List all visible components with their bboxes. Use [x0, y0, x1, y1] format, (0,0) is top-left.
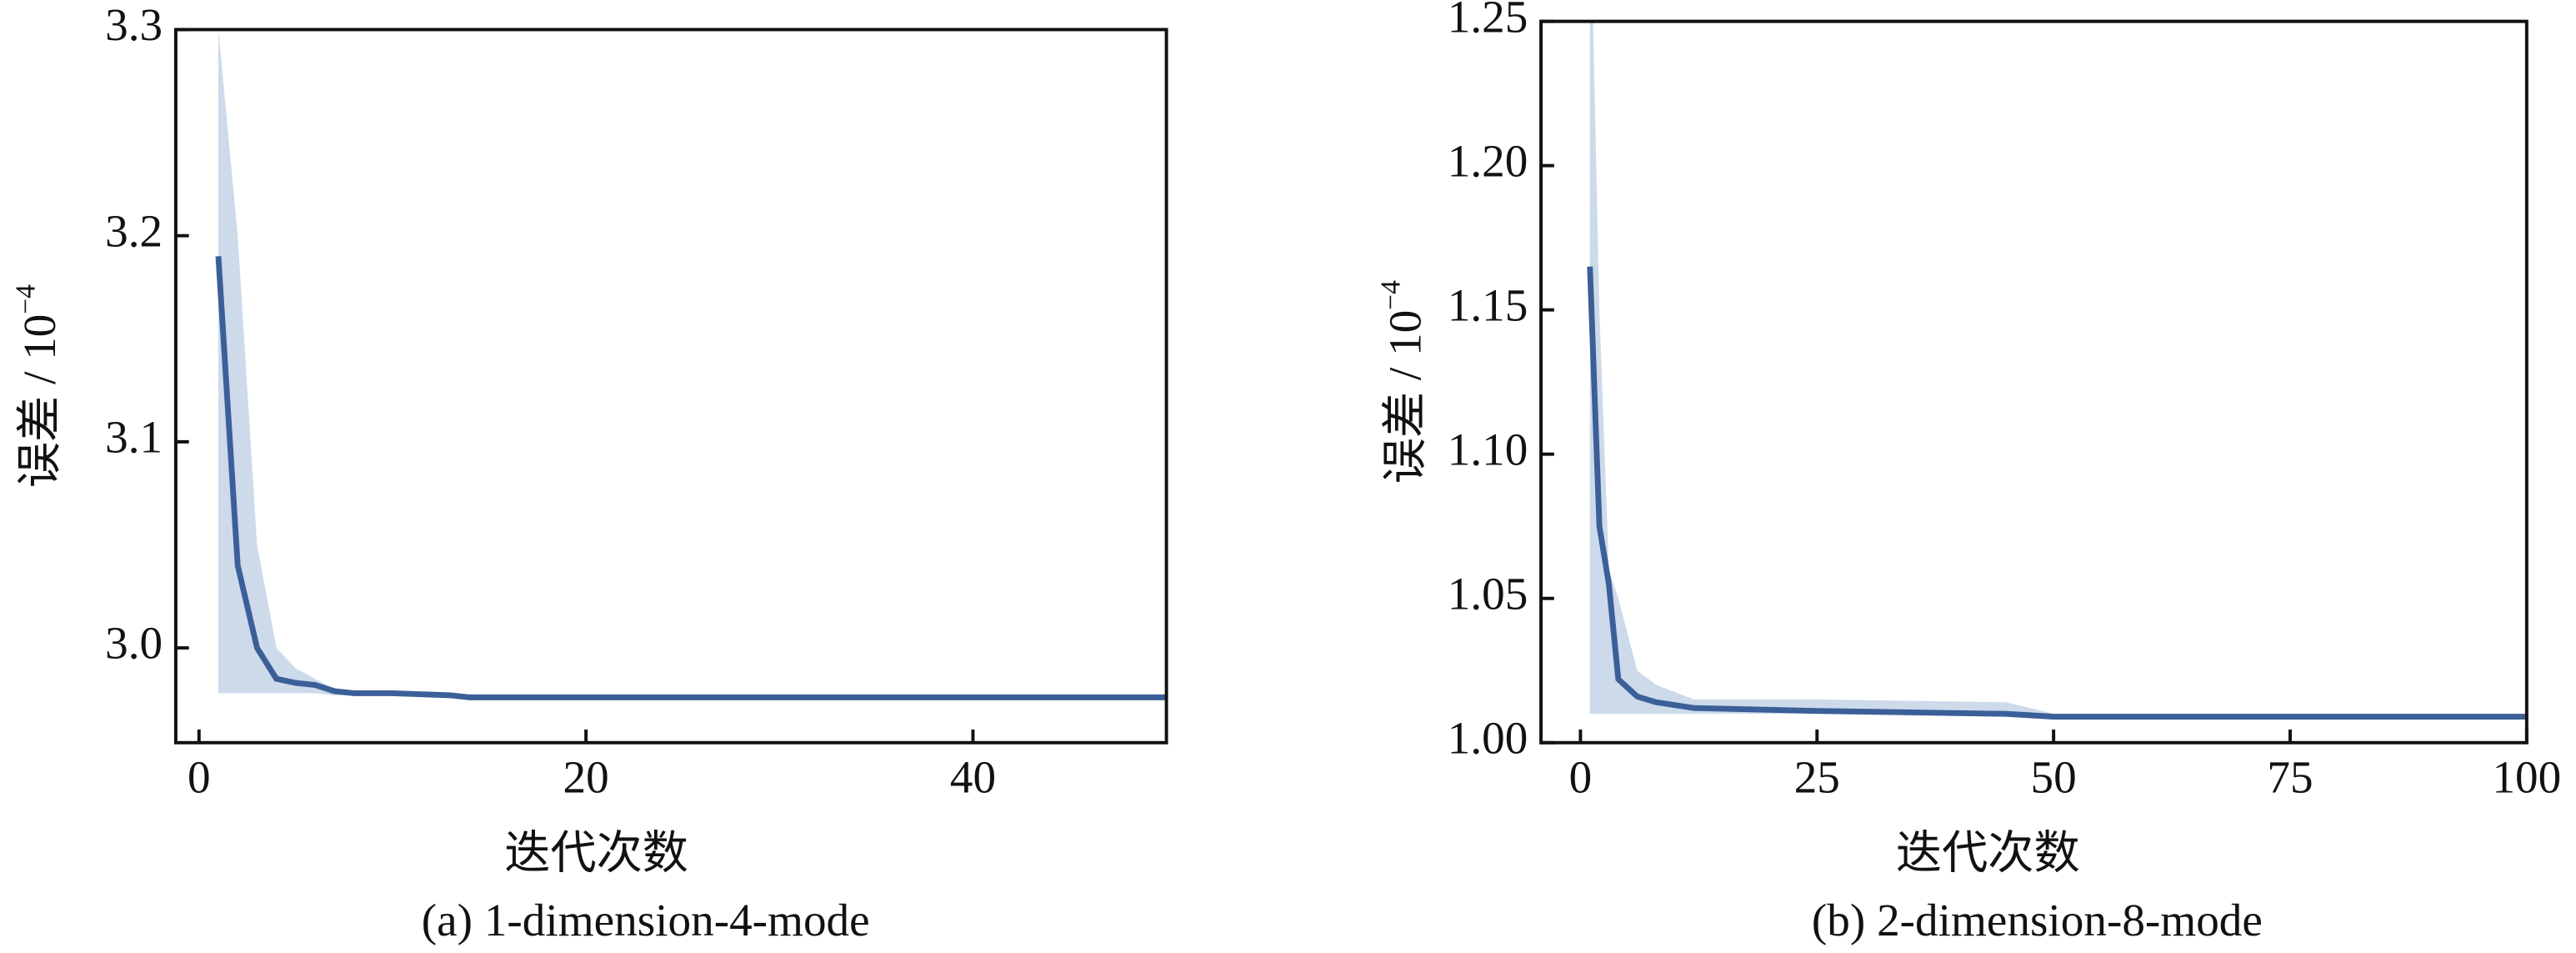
confidence-band: [1589, 21, 2527, 720]
x-tick-label: 0: [188, 752, 211, 803]
x-axis-label: 迭代次数: [504, 827, 688, 878]
y-axis-label-exponent: −4: [10, 284, 41, 314]
x-tick-label: 25: [1794, 752, 1840, 803]
y-axis-label-main: 误差 / 10: [14, 314, 65, 488]
y-axis-label-main: 误差 / 10: [1379, 310, 1430, 484]
x-tick-label: 75: [2267, 752, 2313, 803]
mean-line: [215, 256, 1167, 700]
y-tick-label: 3.0: [105, 618, 163, 669]
y-axis-label: 误差 / 10−4: [10, 284, 65, 488]
y-tick-label: 3.1: [105, 412, 163, 463]
y-axis-label-text: 误差 / 10−4: [10, 284, 65, 488]
y-tick-label: 1.15: [1448, 279, 1528, 330]
plot-frame: [1539, 19, 2528, 745]
caption: (b) 2-dimension-8-mode: [1812, 895, 2263, 945]
caption: (a) 1-dimension-4-mode: [422, 895, 870, 945]
plot-frame: [173, 28, 1168, 745]
y-axis-label-text: 误差 / 10−4: [1375, 280, 1430, 484]
plot-area: [215, 29, 1167, 700]
y-axis-label-exponent: −4: [1375, 280, 1406, 310]
x-axis-label: 迭代次数: [1896, 827, 2080, 878]
y-tick-label: 1.05: [1448, 568, 1528, 619]
y-tick-label: 3.2: [105, 205, 163, 256]
y-tick-label: 1.00: [1448, 712, 1528, 763]
x-tick-label: 20: [563, 752, 609, 803]
mean-line: [1587, 266, 2527, 720]
x-tick-label: 100: [2492, 752, 2561, 803]
plot-area: [1587, 21, 2527, 720]
x-tick-label: 50: [2031, 752, 2077, 803]
y-tick-label: 3.3: [105, 0, 163, 50]
y-axis-label: 误差 / 10−4: [1375, 280, 1430, 484]
y-tick-label: 1.10: [1448, 424, 1528, 474]
x-tick-label: 0: [1569, 752, 1593, 803]
y-tick-label: 1.25: [1448, 0, 1528, 42]
confidence-band: [218, 29, 1167, 700]
x-tick-label: 40: [950, 752, 996, 803]
y-tick-label: 1.20: [1448, 135, 1528, 186]
